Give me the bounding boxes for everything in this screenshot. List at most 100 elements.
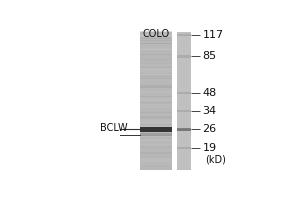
Bar <box>177 32 191 170</box>
Bar <box>177 110 191 112</box>
Bar <box>140 93 172 95</box>
Bar <box>140 102 172 103</box>
Bar <box>140 166 172 167</box>
Bar <box>140 77 172 78</box>
Bar <box>140 55 172 57</box>
Bar <box>140 156 172 157</box>
Bar <box>140 61 172 62</box>
Bar <box>140 48 172 50</box>
Bar <box>140 110 172 111</box>
Bar <box>140 126 172 128</box>
Bar <box>140 117 172 119</box>
Bar <box>140 133 172 136</box>
Bar <box>140 131 172 132</box>
Bar <box>140 99 172 101</box>
Bar <box>140 84 172 86</box>
Bar <box>140 38 172 39</box>
Bar <box>140 137 172 138</box>
Bar <box>140 46 172 47</box>
Bar <box>140 55 172 56</box>
Bar <box>140 159 172 160</box>
Bar <box>140 110 172 111</box>
Bar <box>140 136 172 137</box>
Bar <box>140 65 172 66</box>
Bar <box>140 78 172 79</box>
Text: 85: 85 <box>202 51 217 61</box>
Bar <box>140 160 172 162</box>
Bar <box>140 135 172 137</box>
Bar <box>140 86 172 88</box>
Bar <box>140 79 172 80</box>
Bar <box>140 128 172 129</box>
Bar <box>140 116 172 118</box>
Bar <box>140 53 172 54</box>
Bar <box>140 31 172 32</box>
Bar <box>140 59 172 60</box>
Bar <box>140 69 172 71</box>
Text: 48: 48 <box>202 88 217 98</box>
Bar <box>140 61 172 62</box>
Bar <box>140 168 172 169</box>
Text: 117: 117 <box>202 30 224 40</box>
Bar <box>140 103 172 104</box>
Bar <box>177 34 191 36</box>
Bar <box>140 56 172 58</box>
Bar <box>140 35 172 37</box>
Bar <box>140 63 172 64</box>
Text: COLO: COLO <box>142 29 170 39</box>
Bar <box>140 59 172 60</box>
Text: 19: 19 <box>202 143 217 153</box>
Bar <box>140 64 172 66</box>
Bar <box>140 55 172 56</box>
Bar <box>140 74 172 75</box>
Bar <box>177 55 191 58</box>
Bar <box>140 86 172 87</box>
Bar <box>140 136 172 137</box>
Bar <box>140 120 172 121</box>
Bar <box>140 68 172 69</box>
Bar <box>140 126 172 127</box>
Bar <box>140 141 172 142</box>
Bar <box>140 124 172 125</box>
Bar <box>140 69 172 70</box>
Text: 26: 26 <box>202 124 217 134</box>
Bar <box>140 144 172 145</box>
Bar <box>140 100 172 101</box>
Bar <box>140 71 172 72</box>
Bar <box>140 111 172 112</box>
Text: BCLW: BCLW <box>100 123 128 133</box>
Bar <box>140 32 172 170</box>
Bar <box>140 91 172 94</box>
Bar <box>140 111 172 113</box>
Bar <box>140 43 172 44</box>
Bar <box>140 43 172 44</box>
Text: (kD): (kD) <box>205 155 226 165</box>
Bar <box>140 40 172 42</box>
Bar <box>140 37 172 38</box>
Bar <box>140 95 172 96</box>
Bar <box>140 112 172 113</box>
Bar <box>140 152 172 154</box>
Bar <box>140 70 172 71</box>
Bar <box>140 51 172 53</box>
Bar <box>140 53 172 55</box>
Bar <box>140 76 172 77</box>
Bar <box>140 122 172 123</box>
Bar <box>140 43 172 44</box>
Bar <box>140 77 172 78</box>
Bar <box>140 127 172 132</box>
Bar <box>177 128 191 131</box>
Bar <box>140 131 172 132</box>
Bar <box>140 34 172 35</box>
Bar <box>140 104 172 105</box>
Bar <box>177 147 191 149</box>
Bar <box>140 71 172 72</box>
Bar <box>140 87 172 88</box>
Bar <box>140 95 172 97</box>
Bar <box>140 165 172 166</box>
Text: 34: 34 <box>202 106 217 116</box>
Bar <box>140 100 172 101</box>
Bar <box>140 166 172 167</box>
Bar <box>140 117 172 118</box>
Bar <box>140 161 172 163</box>
